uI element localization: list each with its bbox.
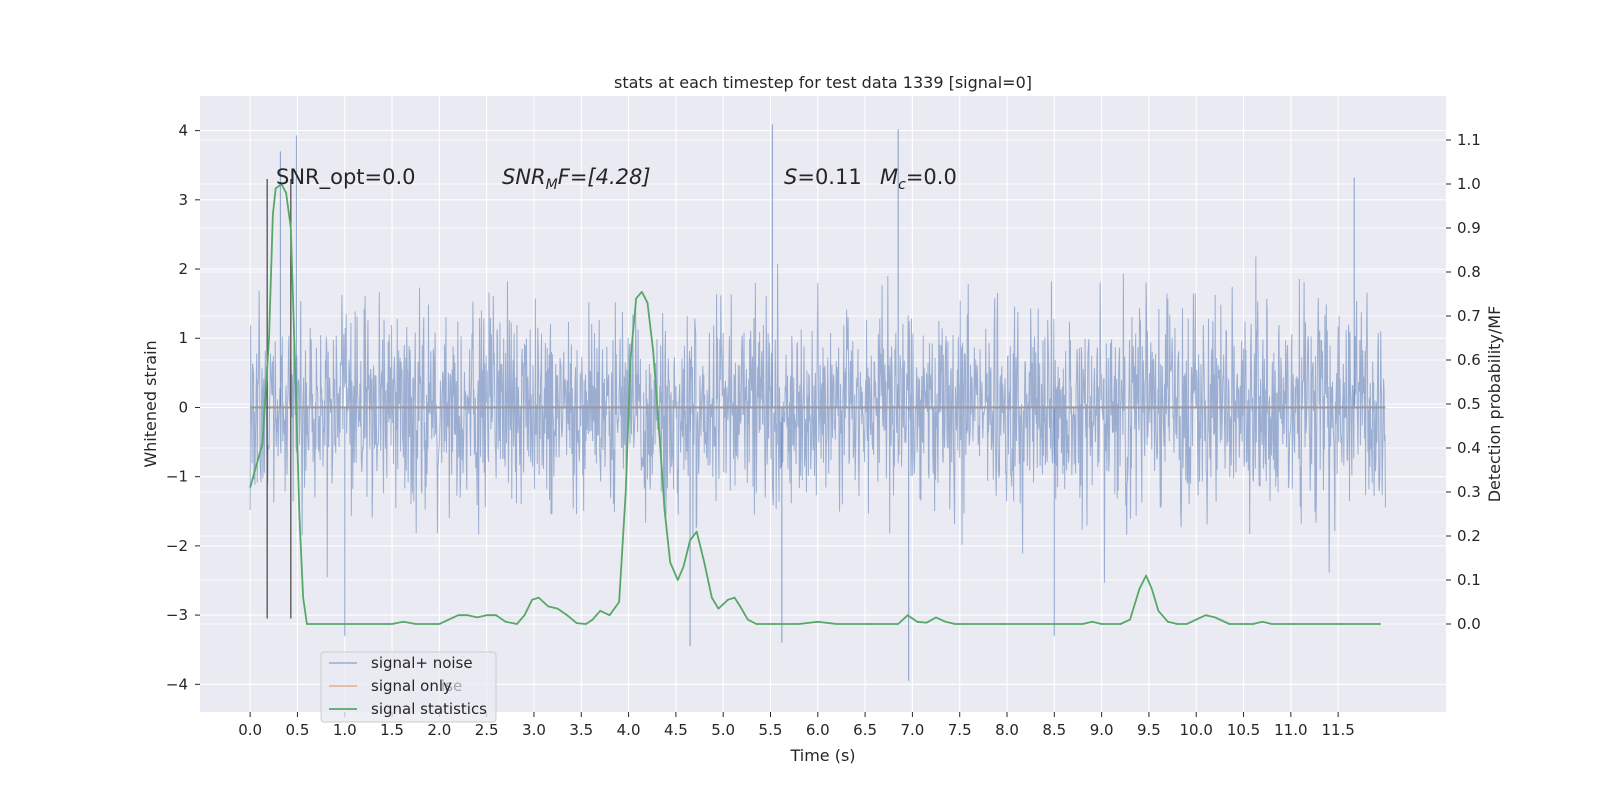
y-tick-label-right: 0.5 <box>1457 395 1481 413</box>
annotation-mc-value: =0.0 <box>906 165 957 189</box>
x-tick-label: 7.0 <box>900 721 924 739</box>
y-tick-label-left: −2 <box>166 537 188 555</box>
y-tick-label-left: 3 <box>178 191 188 209</box>
y-axis-label-right: Detection probability/MF <box>1485 306 1504 503</box>
x-tick-label: 2.5 <box>475 721 499 739</box>
annotation-snr-mf-prefix: SNR <box>502 165 546 189</box>
y-tick-label-left: 0 <box>178 398 188 416</box>
x-tick-label: 3.0 <box>522 721 546 739</box>
x-tick-label: 9.5 <box>1137 721 1161 739</box>
y-tick-label-left: 4 <box>178 122 188 140</box>
tick-labels: 0.0 0.5 1.0 1.5 2.0 2.5 3.0 3.5 4.0 4.5 5.0 5.5 6.0 6… <box>166 122 1481 739</box>
x-tick-label: 7.5 <box>948 721 972 739</box>
annotation-s-symbol: S <box>784 165 797 189</box>
x-tick-label: 8.0 <box>995 721 1019 739</box>
annotation-mc: Mc=0.0 <box>880 165 957 193</box>
x-tick-label: 6.5 <box>853 721 877 739</box>
signal-statistics-line <box>249 183 1381 625</box>
annotation-s: S=0.11 <box>784 165 862 189</box>
y-tick-label-left: 2 <box>178 260 188 278</box>
x-tick-label: 4.0 <box>617 721 641 739</box>
annotation-snr-mf: SNRMF=[4.28] <box>502 165 651 193</box>
y-tick-label-right: 1.1 <box>1457 131 1481 149</box>
x-tick-label: 0.5 <box>286 721 310 739</box>
y-tick-label-left: −1 <box>166 468 188 486</box>
legend-label-signal-statistics: signal statistics <box>371 700 487 718</box>
y-tick-label-right: 0.6 <box>1457 351 1481 369</box>
y-tick-label-right: 0.2 <box>1457 527 1481 545</box>
annotation-s-value: =0.11 <box>797 165 861 189</box>
x-tick-label: 10.5 <box>1227 721 1260 739</box>
annotation-mc-sub: c <box>898 177 906 193</box>
legend-label-signal-only: signal only <box>371 677 452 695</box>
y-tick-label-right: 0.0 <box>1457 615 1481 633</box>
y-tick-label-right: 0.3 <box>1457 483 1481 501</box>
annotation-mc-symbol: M <box>880 165 898 189</box>
series-signal-statistics <box>249 183 1381 625</box>
x-tick-label: 2.0 <box>427 721 451 739</box>
y-tick-label-right: 1.0 <box>1457 175 1481 193</box>
x-tick-label: 11.5 <box>1321 721 1354 739</box>
x-tick-label: 6.0 <box>806 721 830 739</box>
x-tick-label: 3.5 <box>569 721 593 739</box>
annotation-snr-mf-mid: F=[4.28] <box>558 165 651 189</box>
y-tick-label-left: 1 <box>178 329 188 347</box>
legend: signal+ noise signal only ise signal sta… <box>320 651 497 723</box>
y-tick-label-right: 0.1 <box>1457 571 1481 589</box>
y-tick-label-right: 0.8 <box>1457 263 1481 281</box>
legend-box <box>320 651 497 723</box>
y-tick-label-right: 0.9 <box>1457 219 1481 237</box>
y-tick-label-left: −3 <box>166 606 188 624</box>
annotation-snr-opt: SNR_opt=0.0 <box>276 165 416 190</box>
chart-title: stats at each timestep for test data 133… <box>614 73 1032 92</box>
x-tick-label: 9.0 <box>1090 721 1114 739</box>
x-axis-label: Time (s) <box>789 746 855 765</box>
x-tick-label: 11.0 <box>1274 721 1307 739</box>
x-tick-label: 8.5 <box>1042 721 1066 739</box>
legend-overlap-fragment: ise <box>441 677 462 695</box>
y-tick-label-left: −4 <box>166 675 188 693</box>
x-tick-label: 5.0 <box>711 721 735 739</box>
x-tick-label: 4.5 <box>664 721 688 739</box>
x-tick-label: 1.0 <box>333 721 357 739</box>
y-tick-label-right: 0.4 <box>1457 439 1481 457</box>
x-tick-label: 1.5 <box>380 721 404 739</box>
annotation-snr-mf-sub: M <box>546 177 558 193</box>
x-tick-label: 10.0 <box>1180 721 1213 739</box>
y-axis-label-left: Whitened strain <box>141 340 160 467</box>
x-tick-label: 5.5 <box>759 721 783 739</box>
x-tick-label: 0.0 <box>238 721 262 739</box>
legend-label-signal-noise: signal+ noise <box>371 654 473 672</box>
y-tick-label-right: 0.7 <box>1457 307 1481 325</box>
